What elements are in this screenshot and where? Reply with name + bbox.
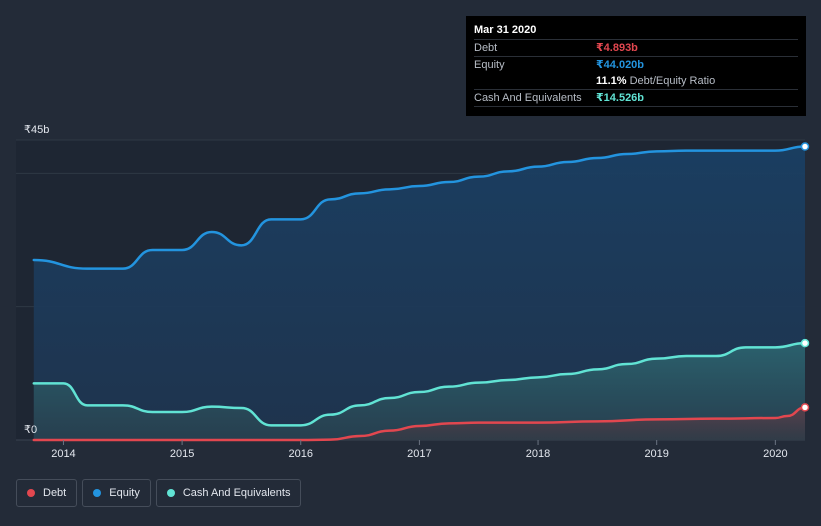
area-debt	[33, 407, 806, 440]
tooltip-debt-label: Debt	[474, 42, 498, 54]
tooltip-panel: Mar 31 2020 Debt ₹4.893b Equity ₹44.020b…	[466, 16, 806, 116]
legend-label-cash: Cash And Equivalents	[182, 487, 291, 499]
legend-item-equity[interactable]: Equity	[82, 479, 151, 507]
tooltip-cash-label: Cash And Equivalents	[474, 92, 582, 104]
endpoint-debt	[800, 403, 810, 412]
tooltip-row-equity: Equity ₹44.020b	[474, 56, 798, 73]
legend-item-debt[interactable]: Debt	[16, 479, 78, 507]
legend-label-debt: Debt	[43, 487, 67, 499]
x-tick-label-2: 2016	[289, 448, 313, 460]
tooltip-ratio-spacer	[474, 73, 596, 89]
tooltip-equity-value: ₹44.020b	[596, 59, 645, 71]
x-tick-label-0: 2014	[51, 448, 75, 460]
x-axis-ticks: 2014 2015 2016 2017 2018 2019 2020	[51, 440, 788, 460]
tooltip-cash-value: ₹14.526b	[596, 92, 645, 104]
tooltip-ratio-label: Debt/Equity Ratio	[629, 75, 716, 87]
x-tick-label-6: 2020	[763, 448, 787, 460]
tooltip-debt-value: ₹4.893b	[596, 42, 638, 54]
x-tick-label-1: 2015	[170, 448, 194, 460]
legend-dot-cash-icon	[166, 489, 175, 497]
chart-legend: Debt Equity Cash And Equivalents	[16, 479, 302, 507]
tooltip-row-cash: Cash And Equivalents ₹14.526b	[474, 89, 798, 107]
endpoint-cash	[800, 338, 810, 348]
series-endpoints	[800, 142, 810, 412]
y-tick-label-0: ₹45b	[24, 124, 49, 136]
tooltip-row-debt: Debt ₹4.893b	[474, 39, 798, 56]
x-tick-label-5: 2019	[644, 448, 668, 460]
x-tick-label-3: 2017	[407, 448, 431, 460]
line-cash	[32, 341, 807, 427]
legend-dot-debt-icon	[27, 489, 35, 497]
legend-label-equity: Equity	[109, 487, 140, 499]
y-axis-ticks: ₹45b ₹0	[24, 124, 49, 436]
tooltip-ratio-value: 11.1%	[596, 75, 627, 87]
x-tick-label-4: 2018	[526, 448, 550, 460]
tooltip-row-ratio: 11.1% Debt/Equity Ratio	[474, 73, 798, 89]
y-tick-label-1: ₹0	[24, 424, 37, 436]
line-equity	[32, 145, 807, 270]
tooltip-date: Mar 31 2020	[474, 24, 537, 36]
legend-dot-equity-icon	[93, 489, 102, 497]
legend-item-cash[interactable]: Cash And Equivalents	[155, 479, 302, 507]
endpoint-equity	[800, 142, 810, 151]
tooltip-equity-label: Equity	[474, 59, 505, 71]
